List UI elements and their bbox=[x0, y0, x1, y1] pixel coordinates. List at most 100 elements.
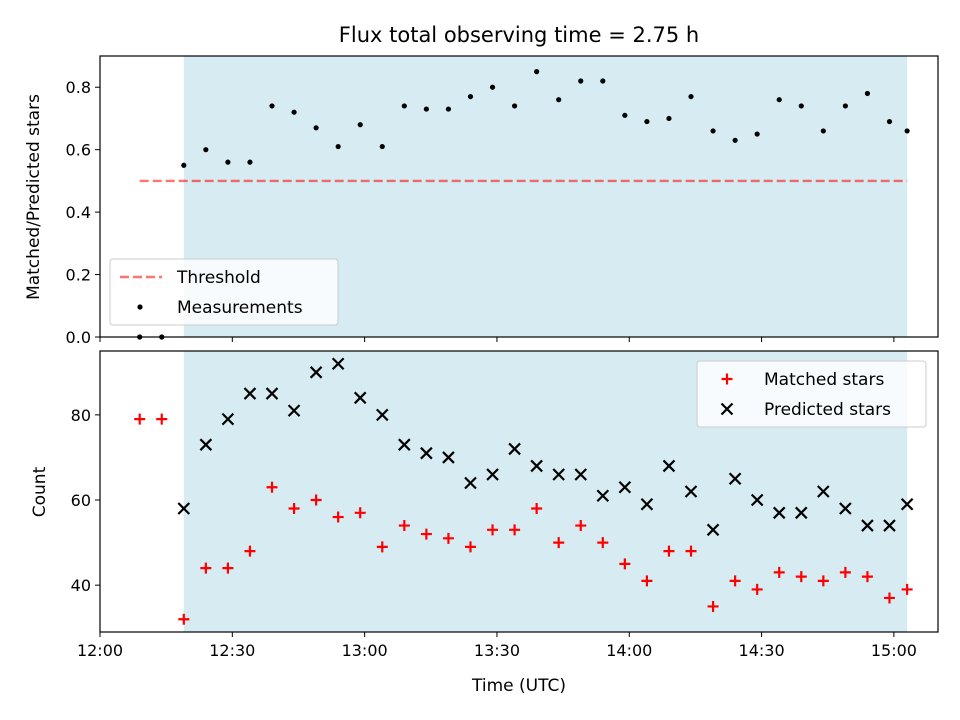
predicted-point bbox=[265, 387, 279, 400]
x-tick-label: 12:00 bbox=[77, 641, 123, 660]
measurement-point bbox=[357, 122, 363, 128]
matched-point bbox=[244, 545, 256, 557]
measurement-point bbox=[423, 106, 429, 112]
matched-point bbox=[222, 562, 234, 574]
predicted-point bbox=[662, 459, 676, 473]
matched-point bbox=[487, 524, 499, 536]
matched-point bbox=[288, 503, 300, 515]
measurement-point bbox=[820, 128, 826, 134]
measurement-point bbox=[467, 93, 474, 100]
legend-label: Predicted stars bbox=[764, 400, 891, 420]
x-tick-label: 13:30 bbox=[474, 641, 520, 660]
matched-point bbox=[310, 494, 322, 506]
measurement-point bbox=[247, 159, 253, 165]
matched-point bbox=[575, 520, 587, 532]
predicted-point bbox=[398, 438, 411, 451]
matched-point bbox=[553, 537, 565, 549]
measurement-point bbox=[313, 125, 319, 131]
measurement-point bbox=[732, 137, 738, 143]
measurement-point bbox=[864, 90, 871, 97]
bottom-panel: 40 60 80 12:00 12:30 13:00 13:30 14:00 14:30 15:0… bbox=[71, 350, 939, 660]
x-tick-label: 12:30 bbox=[209, 641, 255, 660]
matched-point bbox=[751, 583, 763, 595]
measurement-point bbox=[798, 103, 804, 109]
matched-point bbox=[773, 566, 785, 578]
measurement-point bbox=[886, 118, 893, 125]
measurement-point bbox=[688, 93, 694, 100]
predicted-point bbox=[199, 438, 213, 451]
measurement-point bbox=[556, 97, 562, 103]
predicted-point bbox=[486, 468, 499, 481]
measurement-point bbox=[269, 103, 275, 109]
x-axis-label: Time (UTC) bbox=[471, 676, 566, 696]
x-tick-label: 13:00 bbox=[342, 641, 388, 660]
matched-point bbox=[178, 613, 190, 625]
predicted-point bbox=[552, 468, 565, 481]
legend-label: Measurements bbox=[177, 298, 303, 318]
matched-point bbox=[641, 575, 653, 587]
measurement-point bbox=[489, 84, 496, 90]
measurement-point bbox=[511, 103, 518, 109]
matched-point bbox=[156, 413, 168, 425]
predicted-point bbox=[839, 502, 852, 515]
predicted-point bbox=[309, 366, 323, 379]
predicted-point bbox=[221, 412, 235, 426]
predicted-point bbox=[375, 408, 389, 422]
matched-point bbox=[619, 558, 631, 570]
measurement-point bbox=[710, 128, 716, 134]
measurement-point bbox=[600, 78, 606, 84]
top-y-axis-label: Matched/Predicted stars bbox=[24, 94, 44, 300]
y-tick-label: 0.8 bbox=[66, 78, 91, 97]
figure-title: Flux total observing time = 2.75 h bbox=[339, 23, 699, 47]
predicted-point bbox=[883, 519, 896, 532]
y-tick-label: 0.6 bbox=[66, 141, 91, 160]
predicted-point bbox=[574, 468, 588, 481]
matched-point bbox=[861, 571, 873, 583]
y-tick-label: 0.4 bbox=[66, 203, 91, 222]
top-panel: 0.0 0.2 0.4 0.6 0.8 Threshold Measurements bbox=[66, 55, 939, 347]
legend-label: Matched stars bbox=[764, 370, 884, 390]
matched-point bbox=[707, 600, 719, 612]
matched-point bbox=[729, 575, 741, 587]
matched-point bbox=[795, 571, 807, 583]
measurement-point bbox=[776, 97, 782, 103]
predicted-point bbox=[750, 493, 764, 507]
matched-point bbox=[597, 537, 609, 549]
x-tick-label: 15:00 bbox=[871, 641, 917, 660]
matched-point bbox=[817, 575, 829, 587]
legend-predicted-key bbox=[720, 402, 734, 416]
matched-point bbox=[354, 507, 366, 519]
predicted-point bbox=[508, 442, 521, 456]
predicted-point bbox=[772, 506, 786, 520]
measurement-point bbox=[379, 143, 385, 150]
predicted-point bbox=[900, 497, 914, 511]
y-tick-label: 80 bbox=[71, 406, 91, 425]
matched-point bbox=[663, 545, 675, 557]
predicted-point bbox=[442, 451, 455, 464]
matched-point bbox=[901, 583, 913, 595]
y-tick-label: 60 bbox=[71, 491, 91, 510]
matched-point bbox=[266, 481, 278, 493]
matched-point bbox=[420, 528, 432, 540]
measurement-point bbox=[225, 159, 231, 165]
predicted-point bbox=[596, 489, 610, 503]
measurement-point bbox=[578, 78, 584, 84]
predicted-point bbox=[706, 523, 720, 537]
predicted-point bbox=[464, 476, 477, 490]
predicted-point bbox=[420, 446, 433, 460]
bottom-y-axis-label: Count bbox=[30, 466, 50, 517]
measurement-point bbox=[203, 147, 209, 153]
measurement-point bbox=[335, 143, 341, 150]
legend-label: Threshold bbox=[176, 268, 261, 288]
plot-frame bbox=[99, 350, 939, 633]
measurement-point bbox=[445, 106, 452, 112]
x-tick-label: 14:00 bbox=[606, 641, 652, 660]
y-tick-label: 0.2 bbox=[66, 266, 91, 285]
matched-point bbox=[531, 503, 543, 515]
matched-point bbox=[376, 541, 388, 553]
matched-point bbox=[200, 562, 212, 574]
measurement-point bbox=[842, 103, 848, 109]
matched-point bbox=[134, 413, 146, 425]
legend-box bbox=[109, 258, 339, 326]
